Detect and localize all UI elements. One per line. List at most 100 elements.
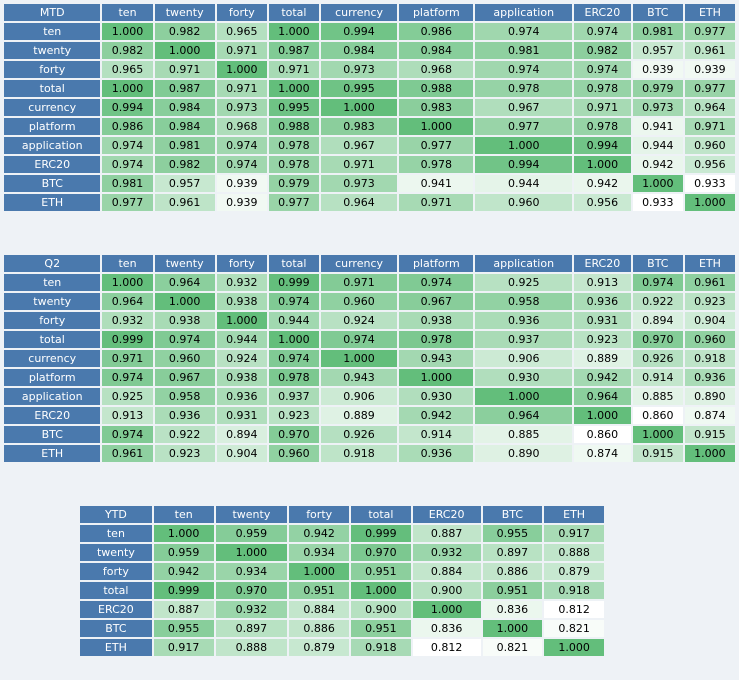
column-header: total bbox=[268, 4, 319, 21]
table-row: ten 1.000 0.964 0.932 0.999 0.971 0.974 0.925 0.… bbox=[4, 274, 735, 291]
row-header: currency bbox=[4, 99, 101, 116]
correlation-cell: 1.000 bbox=[482, 620, 543, 637]
table-row: forty 0.965 0.971 1.000 0.971 0.973 0.968 0.974… bbox=[4, 61, 735, 78]
correlation-cell: 0.977 bbox=[684, 23, 735, 40]
correlation-cell: 1.000 bbox=[475, 137, 572, 154]
correlation-cell: 0.971 bbox=[399, 194, 474, 211]
correlation-cell: 0.964 bbox=[475, 407, 572, 424]
correlation-cell: 0.942 bbox=[573, 175, 631, 192]
column-header: application bbox=[475, 4, 572, 21]
column-header: ERC20 bbox=[573, 255, 631, 272]
correlation-cell: 0.961 bbox=[154, 194, 215, 211]
correlation-cell: 0.943 bbox=[320, 369, 398, 386]
row-header: total bbox=[4, 331, 101, 348]
correlation-cell: 1.000 bbox=[102, 80, 153, 97]
correlation-cell: 0.904 bbox=[216, 445, 267, 462]
row-header: twenty bbox=[4, 42, 101, 59]
correlation-cell: 0.977 bbox=[684, 80, 735, 97]
table-title: Q2 bbox=[4, 255, 101, 272]
correlation-cell: 0.978 bbox=[573, 80, 631, 97]
correlation-cell: 0.879 bbox=[544, 563, 604, 580]
correlation-cell: 0.995 bbox=[320, 80, 398, 97]
correlation-cell: 0.999 bbox=[351, 525, 411, 542]
correlation-cell: 0.967 bbox=[399, 293, 474, 310]
correlation-cell: 0.933 bbox=[632, 194, 683, 211]
table-row: platform 0.986 0.984 0.968 0.988 0.983 1.000 0.… bbox=[4, 118, 735, 135]
correlation-cell: 0.982 bbox=[154, 156, 215, 173]
correlation-cell: 0.888 bbox=[544, 544, 604, 561]
correlation-cell: 0.974 bbox=[216, 137, 267, 154]
correlation-cell: 0.971 bbox=[216, 42, 267, 59]
row-header: currency bbox=[4, 350, 101, 367]
row-header: ETH bbox=[4, 445, 101, 462]
correlation-cell: 0.936 bbox=[573, 293, 631, 310]
correlation-cell: 0.978 bbox=[399, 331, 474, 348]
correlation-cell: 0.930 bbox=[399, 388, 474, 405]
correlation-cell: 0.888 bbox=[215, 639, 288, 656]
correlation-cell: 0.974 bbox=[268, 350, 319, 367]
correlation-cell: 0.886 bbox=[482, 563, 543, 580]
correlation-cell: 0.900 bbox=[351, 601, 411, 618]
table-row: BTC 0.955 0.897 0.886 0.951 0.836 1.000 0.821 bbox=[80, 620, 604, 637]
correlation-cell: 0.959 bbox=[215, 525, 288, 542]
table-row: BTC 0.981 0.957 0.939 0.979 0.973 0.941 0.944 0.… bbox=[4, 175, 735, 192]
correlation-cell: 0.951 bbox=[482, 582, 543, 599]
correlation-cell: 0.821 bbox=[544, 620, 604, 637]
correlation-cell: 0.974 bbox=[632, 274, 683, 291]
correlation-cell: 0.930 bbox=[475, 369, 572, 386]
correlation-cell: 1.000 bbox=[216, 61, 267, 78]
row-header: total bbox=[80, 582, 152, 599]
correlation-cell: 0.932 bbox=[412, 544, 481, 561]
correlation-cell: 0.860 bbox=[632, 407, 683, 424]
column-header: ERC20 bbox=[573, 4, 631, 21]
correlation-cell: 0.906 bbox=[320, 388, 398, 405]
correlation-cell: 0.961 bbox=[684, 274, 735, 291]
table-row: currency 0.971 0.960 0.924 0.974 1.000 0.943 0.… bbox=[4, 350, 735, 367]
correlation-cell: 1.000 bbox=[632, 175, 683, 192]
correlation-cell: 0.931 bbox=[573, 312, 631, 329]
row-header: forty bbox=[4, 312, 101, 329]
column-header: total bbox=[268, 255, 319, 272]
correlation-cell: 1.000 bbox=[399, 369, 474, 386]
correlation-cell: 0.942 bbox=[289, 525, 350, 542]
correlation-cell: 0.934 bbox=[289, 544, 350, 561]
correlation-cell: 0.889 bbox=[573, 350, 631, 367]
correlation-cell: 0.978 bbox=[399, 156, 474, 173]
correlation-cell: 1.000 bbox=[351, 582, 411, 599]
correlation-cell: 0.890 bbox=[684, 388, 735, 405]
correlation-cell: 0.964 bbox=[684, 99, 735, 116]
row-header: total bbox=[4, 80, 101, 97]
correlation-cell: 1.000 bbox=[573, 407, 631, 424]
correlation-cell: 0.884 bbox=[289, 601, 350, 618]
correlation-cell: 0.968 bbox=[399, 61, 474, 78]
correlation-cell: 0.922 bbox=[154, 426, 215, 443]
correlation-cell: 0.951 bbox=[289, 582, 350, 599]
correlation-cell: 0.918 bbox=[351, 639, 411, 656]
table-row: ETH 0.977 0.961 0.939 0.977 0.964 0.971 0.960 0.… bbox=[4, 194, 735, 211]
column-header: ETH bbox=[544, 506, 604, 523]
correlation-cell: 0.925 bbox=[102, 388, 153, 405]
row-header: BTC bbox=[4, 426, 101, 443]
correlation-cell: 0.971 bbox=[216, 80, 267, 97]
correlation-cell: 0.974 bbox=[102, 369, 153, 386]
correlation-cell: 0.981 bbox=[154, 137, 215, 154]
row-header: twenty bbox=[4, 293, 101, 310]
correlation-cell: 0.942 bbox=[153, 563, 214, 580]
correlation-cell: 0.971 bbox=[320, 274, 398, 291]
correlation-cell: 0.974 bbox=[268, 293, 319, 310]
column-header: ten bbox=[102, 4, 153, 21]
table-title: MTD bbox=[4, 4, 101, 21]
correlation-cell: 0.926 bbox=[632, 350, 683, 367]
correlation-cell: 0.964 bbox=[154, 274, 215, 291]
correlation-cell: 0.951 bbox=[351, 620, 411, 637]
column-header: twenty bbox=[215, 506, 288, 523]
correlation-cell: 1.000 bbox=[154, 42, 215, 59]
correlation-cell: 0.974 bbox=[154, 331, 215, 348]
correlation-cell: 1.000 bbox=[573, 156, 631, 173]
correlation-cell: 0.999 bbox=[268, 274, 319, 291]
correlation-cell: 0.978 bbox=[573, 118, 631, 135]
correlation-cell: 0.914 bbox=[632, 369, 683, 386]
correlation-cell: 0.970 bbox=[215, 582, 288, 599]
correlation-cell: 0.971 bbox=[102, 350, 153, 367]
correlation-cell: 1.000 bbox=[268, 331, 319, 348]
